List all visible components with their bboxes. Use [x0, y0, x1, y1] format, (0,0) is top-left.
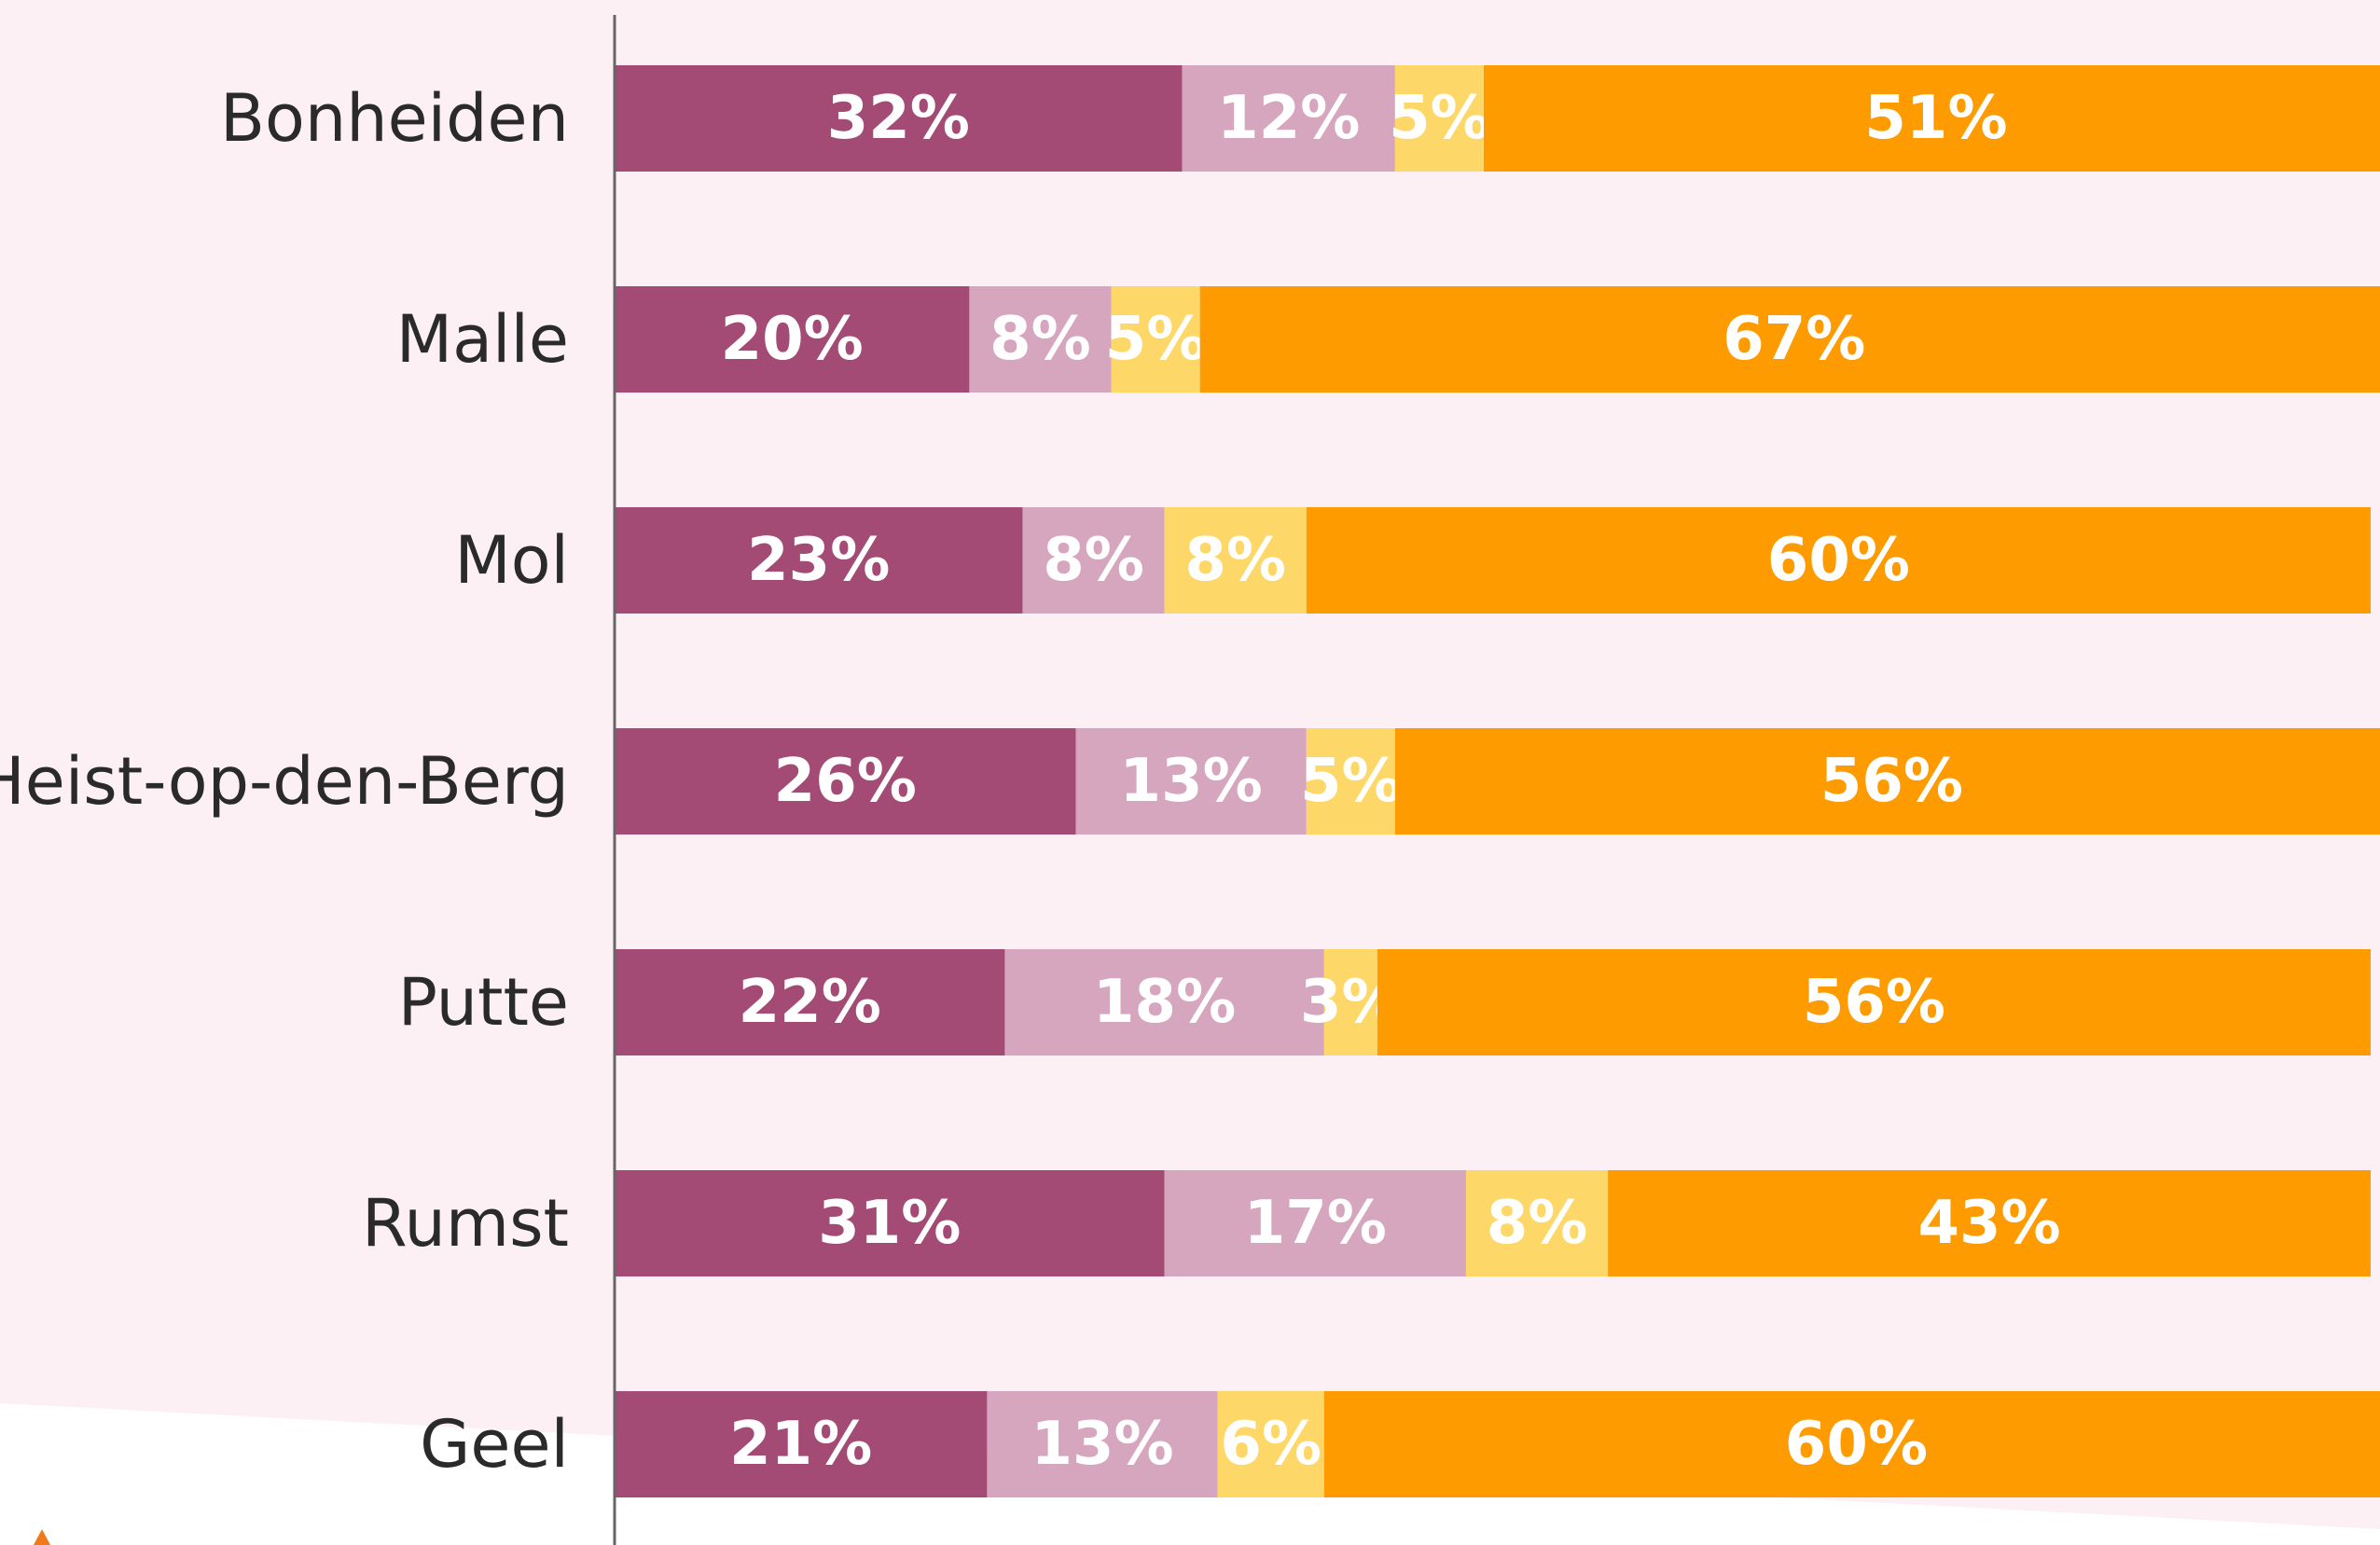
bar-segment — [1164, 507, 1307, 614]
data-label: 13% — [1031, 1410, 1173, 1479]
data-label: 5% — [1105, 305, 1207, 374]
data-label: 8% — [1184, 526, 1286, 595]
y-tick-label: Heist-op-den-Berg — [0, 743, 569, 820]
data-label: 32% — [827, 84, 970, 153]
data-label: 20% — [721, 305, 864, 374]
bar-segment — [615, 1391, 988, 1497]
y-tick-label: Bonheiden — [220, 80, 569, 157]
data-label: 13% — [1120, 747, 1263, 816]
data-label: 12% — [1217, 84, 1360, 153]
bar-segment — [1199, 286, 2380, 393]
bar-segment — [1075, 728, 1307, 835]
data-label: 8% — [1487, 1189, 1588, 1258]
data-label: 26% — [774, 747, 917, 816]
plot-area: Bonheiden 32% 12% 5% 51%Malle 20% 8% 5% 67%Mol 23… — [0, 65, 2380, 1497]
bar-segment — [1394, 728, 2380, 835]
bar-segment — [615, 1170, 1165, 1276]
decoration — [34, 1529, 50, 1545]
bar-segment — [615, 949, 1005, 1055]
y-tick-label: Mol — [454, 522, 569, 599]
data-label: 8% — [1043, 526, 1144, 595]
data-label: 31% — [818, 1189, 961, 1258]
bar-segment — [1465, 1170, 1609, 1276]
data-label: 60% — [1785, 1410, 1928, 1479]
data-label: 5% — [1389, 84, 1490, 153]
bar-segment — [615, 65, 1183, 172]
data-label: 5% — [1300, 747, 1402, 816]
bar-segment — [1377, 949, 2371, 1055]
y-tick-label: Geel — [420, 1406, 569, 1483]
bar-segment — [1394, 65, 1484, 172]
bar-segment — [615, 728, 1076, 835]
bar-segment — [987, 1391, 1218, 1497]
data-label: 8% — [989, 305, 1091, 374]
bar-segment — [1111, 286, 1200, 393]
bar-segment — [1306, 728, 1395, 835]
data-label: 56% — [1803, 968, 1945, 1037]
data-label: 67% — [1723, 305, 1865, 374]
bar-segment — [1483, 65, 2380, 172]
data-label: 43% — [1917, 1189, 2060, 1258]
bar-segment — [1004, 949, 1324, 1055]
y-tick-label: Rumst — [362, 1185, 569, 1262]
data-label: 6% — [1220, 1410, 1321, 1479]
data-label: 18% — [1093, 968, 1236, 1037]
bar-segment — [1323, 1391, 2380, 1497]
data-label: 22% — [739, 968, 881, 1037]
bar-segment — [1323, 949, 1377, 1055]
bar-segment — [1306, 507, 2371, 614]
data-label: 60% — [1767, 526, 1910, 595]
bar-segment — [969, 286, 1112, 393]
data-label: 21% — [729, 1410, 872, 1479]
bar-segment — [615, 507, 1023, 614]
data-label: 17% — [1244, 1189, 1387, 1258]
bar-segment — [1608, 1170, 2371, 1276]
bar-segment — [1182, 65, 1395, 172]
bar-segment — [1022, 507, 1165, 614]
bar-segment — [1217, 1391, 1324, 1497]
bar-segment — [1164, 1170, 1466, 1276]
data-label: 23% — [747, 526, 890, 595]
data-label: 51% — [1864, 84, 2007, 153]
data-label: 56% — [1820, 747, 1963, 816]
y-tick-label: Putte — [398, 964, 569, 1041]
bar-segment — [615, 286, 970, 393]
y-tick-label: Malle — [396, 301, 569, 378]
